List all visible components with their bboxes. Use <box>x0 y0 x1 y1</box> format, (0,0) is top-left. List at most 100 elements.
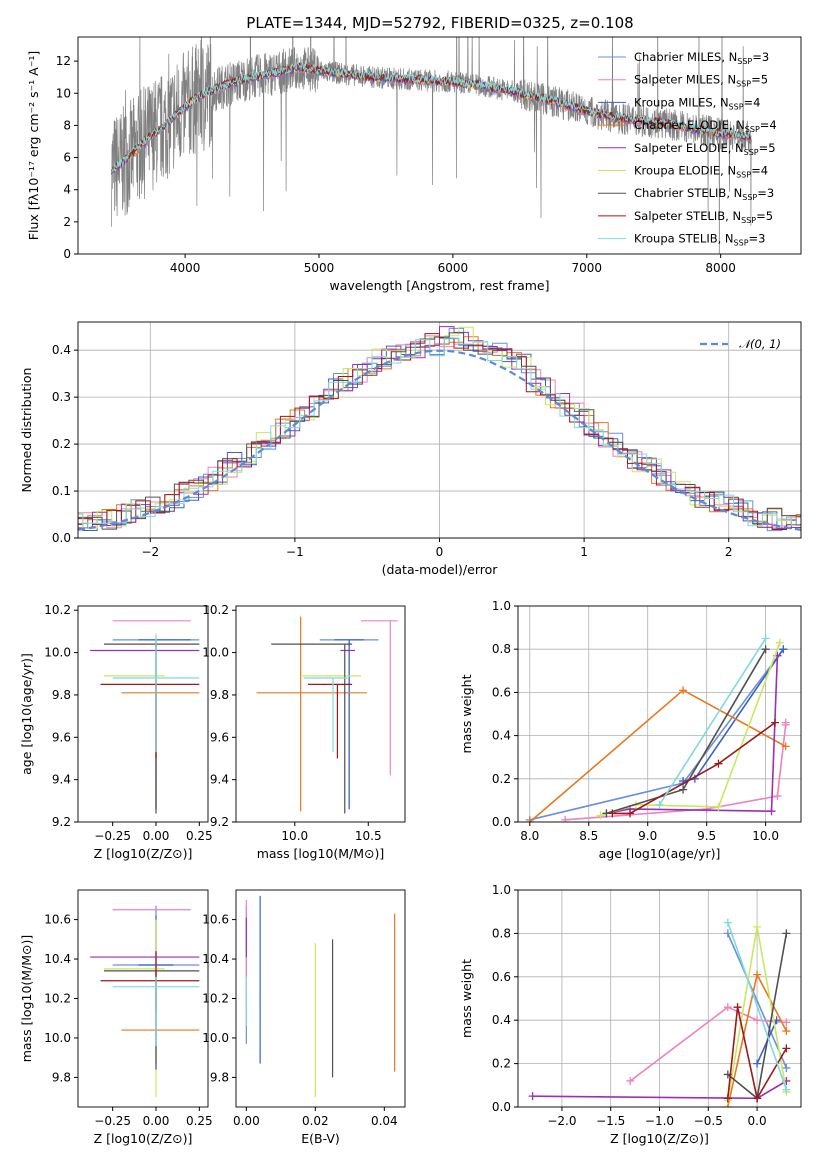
y-tick-label: 6 <box>63 151 71 165</box>
x-tick-label: 7000 <box>572 261 603 275</box>
x-tick-label: −2 <box>141 545 159 559</box>
weight-point <box>608 809 617 818</box>
spectrum-legend: Chabrier MILES, NSSP=3 Salpeter MILES, NS… <box>598 50 777 248</box>
panel-residual-histogram: −2 −1 0 1 2 0.0 0.1 0.2 0.3 0.4 (data-model)/error… <box>19 321 802 577</box>
weight-point <box>767 807 776 816</box>
x-axis-label: Z [log10(Z/Z⊙)] <box>94 846 193 861</box>
y-tick-label: 9.2 <box>210 815 229 829</box>
y-tick-label: 0.3 <box>52 390 71 404</box>
weight-point <box>733 1003 742 1012</box>
y-tick-label: 9.8 <box>210 688 229 702</box>
weight-point <box>561 815 570 822</box>
weight-point <box>781 718 790 727</box>
histogram-step <box>78 337 801 527</box>
weight-line <box>727 933 788 1069</box>
y-tick-label: 8 <box>63 118 71 132</box>
weight-line <box>658 637 767 806</box>
y-tick-label: 9.8 <box>52 688 71 702</box>
axes-frame <box>517 889 802 1108</box>
weight-point <box>773 792 782 801</box>
y-tick-label: 0.2 <box>492 772 511 786</box>
y-tick-label: 10.6 <box>202 913 229 927</box>
plot-area <box>528 918 791 1107</box>
x-tick-label: 0.00 <box>233 1114 260 1128</box>
x-tick-label: 0.25 <box>186 829 213 843</box>
x-tick-label: 0.04 <box>371 1114 398 1128</box>
panel-Z-age: −0.25 0.00 0.25 9.2 9.4 9.6 9.8 10.0 10.2 Z [log1… <box>19 603 213 861</box>
x-tick-label: 10.0 <box>281 829 308 843</box>
panel-EBV-mass: 0.00 0.02 0.04 9.8 10.0 10.2 10.4 10.6 E(B-V) <box>202 889 406 1146</box>
y-tick-label: 9.8 <box>210 1070 229 1084</box>
y-tick-label: 1.0 <box>492 883 511 897</box>
legend-entry: Salpeter STELIB, NSSP=5 <box>634 209 773 225</box>
y-tick-label: 10.0 <box>202 646 229 660</box>
weight-point <box>679 686 688 695</box>
x-axis-label: wavelength [Angstrom, rest frame] <box>329 278 549 293</box>
y-tick-label: 9.6 <box>52 730 71 744</box>
y-tick-label: 10.2 <box>202 992 229 1006</box>
x-tick-label: 6000 <box>438 261 469 275</box>
y-tick-label: 10.0 <box>44 646 71 660</box>
x-axis-label: Z [log10(Z/Z⊙)] <box>610 1131 709 1146</box>
weight-point <box>782 1085 791 1094</box>
legend-entry: Chabrier STELIB, NSSP=3 <box>634 186 774 202</box>
x-tick-label: 5000 <box>304 261 335 275</box>
weight-point <box>782 1063 791 1072</box>
x-tick-label: 9.5 <box>697 829 716 843</box>
y-tick-label: 1.0 <box>492 599 511 613</box>
y-tick-label: 10.0 <box>202 1031 229 1045</box>
y-tick-label: 0.6 <box>492 970 511 984</box>
x-axis-label: age [log10(age/yr)] <box>599 846 721 861</box>
y-tick-label: 9.4 <box>210 773 229 787</box>
y-tick-label: 10.0 <box>44 1031 71 1045</box>
y-axis-label: age [log10(age/yr)] <box>19 653 34 775</box>
y-tick-label: 9.2 <box>52 815 71 829</box>
x-axis-label: mass [log10(M/M⊙)] <box>257 846 385 861</box>
y-axis-label: mass [log10(M/M⊙)] <box>19 935 34 1063</box>
axes-frame <box>77 321 802 539</box>
x-tick-label: 1 <box>580 545 588 559</box>
x-axis-label: E(B-V) <box>301 1131 340 1146</box>
x-axis-label: Z [log10(Z/Z⊙)] <box>94 1131 193 1146</box>
y-tick-label: 12 <box>56 54 71 68</box>
weight-point <box>753 970 762 979</box>
weight-point <box>782 1018 791 1027</box>
x-tick-label: −2.0 <box>547 1114 576 1128</box>
axes-frame <box>235 889 406 1108</box>
weight-point <box>626 1076 635 1085</box>
panel-Z-weight: −2.0 −1.5 −1.0 −0.5 0.0 0.0 0.2 0.4 0.6 0.8 1.0 Z [… <box>459 883 802 1146</box>
weight-point <box>753 1016 762 1025</box>
weight-point <box>714 759 723 768</box>
legend-entry: Salpeter ELODIE, NSSP=5 <box>634 141 776 157</box>
panel-Z-mass: −0.25 0.00 0.25 9.8 10.0 10.2 10.4 10.6 Z [log10… <box>19 889 213 1146</box>
plot-area <box>525 634 790 822</box>
y-tick-label: 10.6 <box>44 913 71 927</box>
y-tick-label: 9.4 <box>52 773 71 787</box>
y-tick-label: 10.2 <box>202 603 229 617</box>
panel-spectrum: 4000 5000 6000 7000 8000 0 2 4 6 8 10 12 wavelength … <box>26 36 802 293</box>
y-tick-label: 10.2 <box>44 992 71 1006</box>
weight-point <box>761 634 770 643</box>
weight-line <box>727 922 788 1090</box>
figure-title: PLATE=1344, MJD=52792, FIBERID=0325, z=0… <box>246 14 633 32</box>
x-tick-label: 8.0 <box>520 829 539 843</box>
legend-entry: Kroupa MILES, NSSP=4 <box>634 95 760 111</box>
weight-point <box>775 638 784 647</box>
weight-line <box>612 721 776 815</box>
x-tick-label: 0.00 <box>143 1114 170 1128</box>
y-tick-label: 0.2 <box>52 437 71 451</box>
y-tick-label: 9.8 <box>52 1070 71 1084</box>
weight-point <box>679 785 688 794</box>
y-tick-label: 4 <box>63 183 71 197</box>
x-tick-label: −1.0 <box>645 1114 674 1128</box>
legend-entry: Salpeter MILES, NSSP=5 <box>634 73 768 89</box>
histogram-step <box>78 333 801 530</box>
weight-point <box>723 1003 732 1012</box>
y-tick-label: 0.0 <box>492 1100 511 1114</box>
legend-entry: Chabrier MILES, NSSP=3 <box>634 50 769 66</box>
weight-point <box>723 929 732 938</box>
y-axis-label: mass weight <box>459 959 474 1038</box>
x-tick-label: 0.00 <box>143 829 170 843</box>
axes-frame <box>77 36 802 255</box>
y-tick-label: 0.8 <box>492 926 511 940</box>
